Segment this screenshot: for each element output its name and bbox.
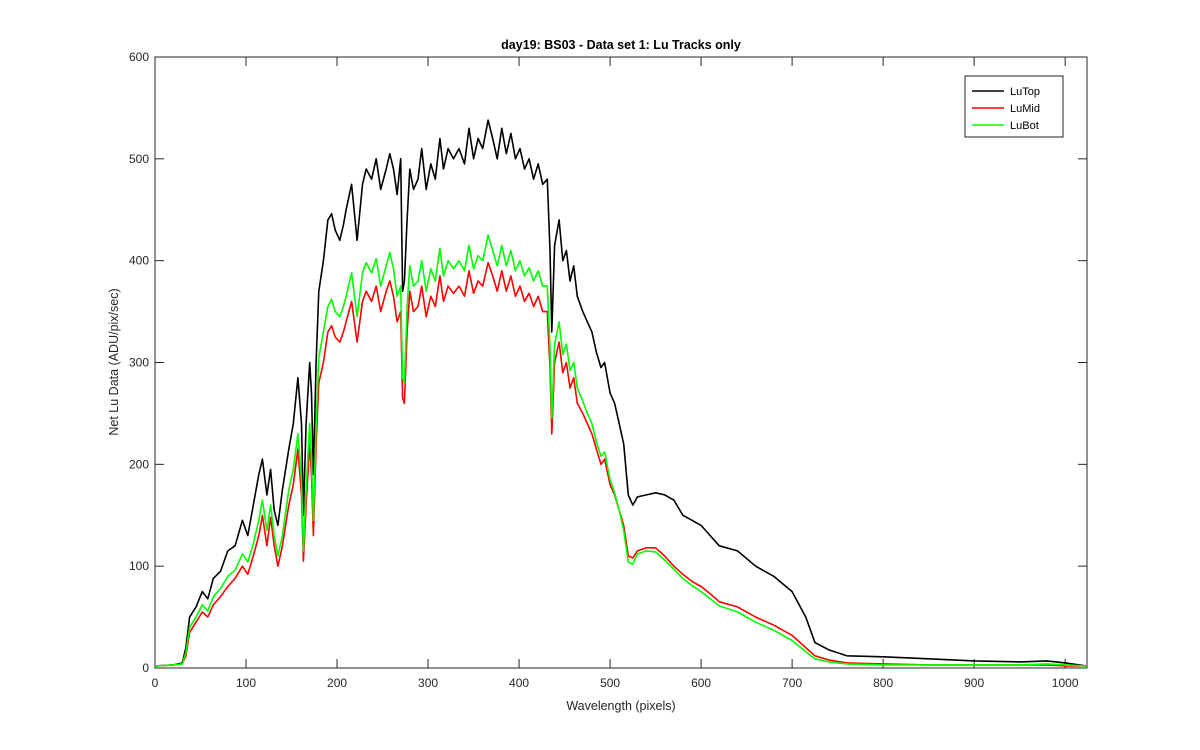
y-tick-label: 100 <box>129 559 149 573</box>
x-tick-label: 500 <box>600 676 620 690</box>
axes <box>154 56 1088 669</box>
x-tick-label: 200 <box>327 676 347 690</box>
x-tick-label: 900 <box>964 676 984 690</box>
x-tick-label: 100 <box>236 676 256 690</box>
series-line-lubot <box>154 234 1088 667</box>
y-tick-label: 400 <box>129 254 149 268</box>
x-tick-label: 600 <box>691 676 711 690</box>
x-tick-label: 800 <box>873 676 893 690</box>
series-line-lumid <box>154 261 1087 667</box>
legend-label-lumid: LuMid <box>1010 103 1040 115</box>
y-tick-label: 600 <box>129 50 149 64</box>
x-tick-label: 1000 <box>1052 676 1079 690</box>
plot-area-frame <box>154 56 1088 669</box>
y-tick-label: 500 <box>129 152 149 166</box>
axis-ticks: 0 100 200 300 400 500 600 700 800 900 1000 0 100 200 3… <box>129 50 1087 690</box>
series-line-lutop <box>154 119 1088 667</box>
x-tick-label: 400 <box>509 676 529 690</box>
x-tick-label: 0 <box>152 676 159 690</box>
y-axis-label: Net Lu Data (ADU/pix/sec) <box>107 288 121 435</box>
x-axis-label: Wavelength (pixels) <box>566 699 675 713</box>
y-tick-label: 0 <box>142 661 149 675</box>
y-tick-label: 200 <box>129 457 149 471</box>
chart-title: day19: BS03 - Data set 1: Lu Tracks only <box>501 38 741 52</box>
y-tick-label: 300 <box>129 356 149 370</box>
x-tick-label: 300 <box>418 676 438 690</box>
legend-label-lubot: LuBot <box>1010 120 1039 132</box>
legend: LuTop LuMid LuBot <box>964 75 1064 138</box>
series-lines <box>154 119 1088 667</box>
legend-box <box>964 75 1064 138</box>
legend-label-lutop: LuTop <box>1010 86 1040 98</box>
x-tick-label: 700 <box>782 676 802 690</box>
